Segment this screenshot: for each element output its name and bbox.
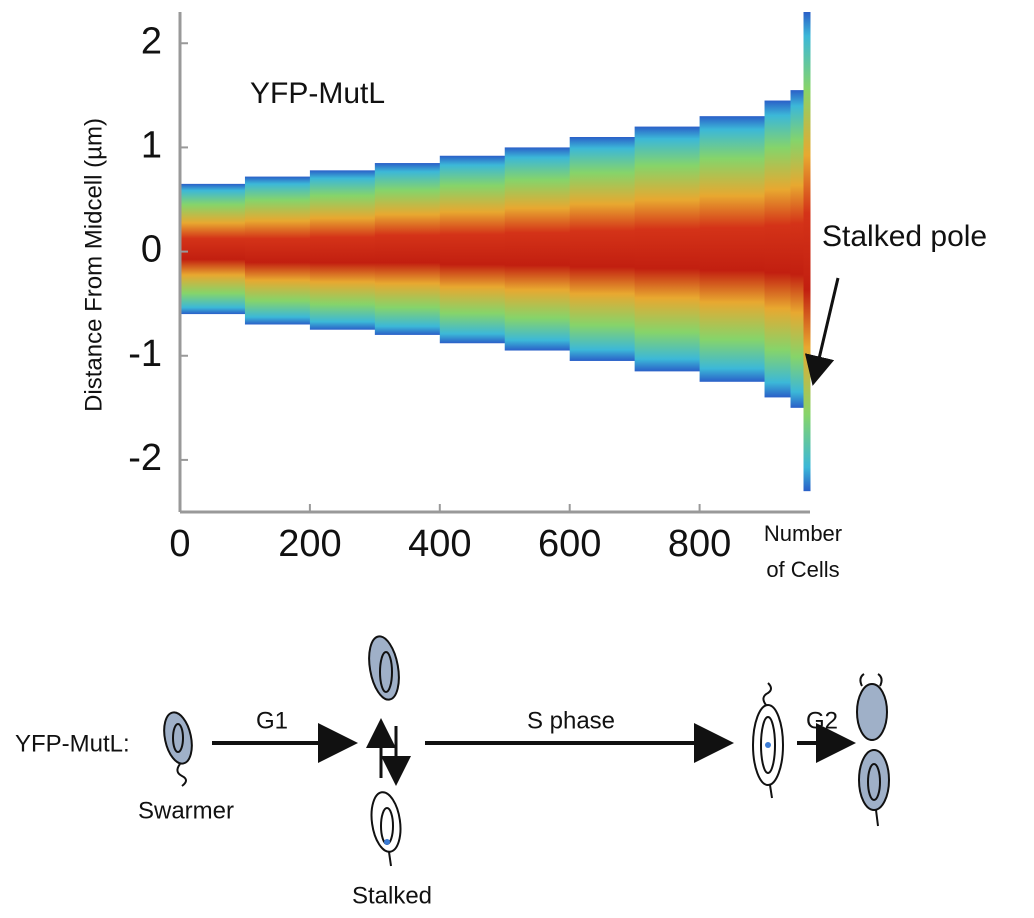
stalk: [388, 851, 392, 867]
density-column: [569, 137, 636, 361]
density-column: [764, 100, 792, 398]
density-column: [244, 176, 311, 325]
x-tick-label: 800: [668, 523, 731, 565]
pole-arrow: [804, 277, 840, 386]
x-tick-label: 600: [538, 523, 601, 565]
cell-nucleoid: [172, 723, 184, 753]
x-tick-label: 0: [169, 523, 190, 565]
density-column: [790, 90, 805, 408]
flagellum: [859, 673, 883, 687]
y-tick-label: 2: [141, 20, 162, 62]
density-column: [309, 170, 376, 330]
cell-label: Stalked: [352, 882, 432, 909]
pole-label: Stalked pole: [822, 220, 987, 253]
y-axis-label: Distance From Midcell (µm): [80, 118, 107, 412]
density-column: [439, 155, 506, 344]
stage-label: G1: [256, 707, 288, 734]
flagellum: [762, 682, 772, 706]
stage-label: G2: [806, 707, 838, 734]
x-axis-label: of Cells: [766, 557, 839, 582]
cell: [370, 791, 402, 853]
stage-label: S phase: [527, 707, 615, 734]
x-axis-label: Number: [764, 521, 842, 546]
stalk: [875, 809, 879, 827]
x-tick-label: 200: [278, 523, 341, 565]
cell: [856, 683, 888, 741]
density-column: [504, 147, 571, 351]
cell-nucleoid: [760, 716, 776, 774]
y-tick-label: 1: [141, 124, 162, 166]
focus: [765, 742, 771, 748]
density-column: [374, 163, 441, 335]
y-tick-label: -2: [128, 437, 162, 479]
cell: [163, 711, 193, 765]
flagellum: [176, 763, 187, 787]
diagram-label: YFP-MutL:: [15, 730, 130, 757]
cell-label: Swarmer: [138, 797, 234, 824]
density-column: [803, 12, 811, 492]
cell: [858, 749, 890, 811]
y-tick-label: -1: [128, 333, 162, 375]
focus: [384, 839, 390, 845]
stalk: [769, 784, 773, 799]
diagram: YFP-MutL: G1 Swarmer Stalked S phase G2: [15, 635, 890, 909]
cell-nucleoid: [867, 763, 881, 801]
y-tick-label: 0: [141, 229, 162, 271]
x-tick-label: 400: [408, 523, 471, 565]
cell-nucleoid: [379, 651, 393, 693]
density-column: [634, 126, 701, 372]
density-column: [180, 183, 246, 315]
annotation: YFP-MutL: [250, 77, 385, 110]
density-column: [699, 116, 766, 382]
